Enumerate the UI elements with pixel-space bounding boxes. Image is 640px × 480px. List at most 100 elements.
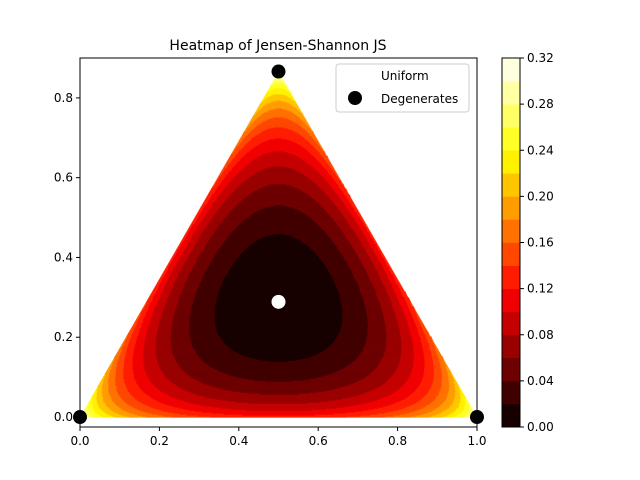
contour-cell [405,317,414,319]
contour-cell [236,257,320,260]
contour-cell [212,216,227,219]
contour-cell [344,186,345,189]
contour-cell [193,300,217,302]
contour-cell [464,407,471,409]
contour-cell [241,377,316,379]
contour-cell [367,329,387,331]
contour-cell [197,288,221,290]
contour-cell [189,319,215,321]
contour-cell [115,416,130,418]
contour-cell [411,372,425,374]
contour-cell [264,98,293,101]
contour-cell [216,198,227,201]
contour-cell [431,351,437,353]
contour-cell [222,219,245,222]
contour-cell [384,318,398,320]
contour-cell [185,246,195,249]
contour-cell [348,199,353,202]
contour-cell [159,297,168,299]
contour-cell [161,292,171,294]
contour-cell [394,371,412,373]
contour-cell [212,185,215,188]
contour-cell [231,152,239,155]
contour-cell [346,207,355,210]
contour-cell [201,210,208,213]
contour-cell [438,356,443,358]
contour-cell [381,397,407,399]
contour-cell [335,399,378,401]
contour-cell [239,201,319,204]
contour-cell [143,351,157,353]
contour-cell [395,281,400,283]
contour-cell [320,173,331,176]
contour-cell [420,399,436,401]
contour-cell [249,124,258,127]
contour-cell [346,416,386,418]
contour-cell [426,412,442,414]
contour-cell [360,259,372,262]
contour-cell [123,374,135,376]
contour-cell [446,395,456,397]
contour-cell [226,389,331,391]
contour-cell [132,332,139,334]
contour-cell [308,215,332,218]
contour-cell [131,333,139,335]
contour-cell [198,223,209,226]
contour-cell [235,153,246,156]
contour-cell [458,386,460,388]
contour-cell [381,254,384,257]
contour-cell [101,392,110,394]
contour-cell [409,412,428,414]
contour-cell [446,397,456,399]
contour-cell [382,282,392,284]
contour-cell [222,280,335,282]
contour-cell [352,227,361,230]
contour-cell [221,244,251,247]
contour-cell [196,292,219,294]
contour-cell [138,332,147,334]
contour-cell [167,269,174,272]
contour-cell [150,293,156,295]
contour-cell [143,318,151,320]
contour-cell [147,375,166,377]
contour-cell [120,395,133,397]
contour-cell [272,100,286,103]
contour-cell [105,402,115,404]
contour-cell [367,391,395,393]
contour-cell [383,257,386,260]
contour-cell [157,300,168,302]
contour-cell [107,382,117,384]
contour-cell [413,391,429,393]
contour-cell [232,151,234,154]
contour-cell [178,386,216,388]
contour-cell [266,128,292,131]
contour-cell [413,346,423,348]
contour-cell [342,308,367,310]
contour-cell [124,401,141,403]
contour-cell [384,317,397,319]
contour-cell [228,182,242,185]
contour-cell [196,214,200,217]
contour-cell [237,225,321,228]
contour-cell [177,275,189,278]
contour-cell [177,301,194,303]
contour-cell [194,297,218,299]
contour-cell [189,323,216,325]
contour-cell [378,299,392,301]
contour-cell [109,372,117,374]
contour-cell [419,383,433,385]
contour-cell [144,366,161,368]
contour-cell [323,165,331,168]
contour-cell [264,167,293,170]
contour-cell [343,256,360,259]
contour-cell [144,340,157,342]
contour-cell [369,277,381,280]
contour-cell [308,125,310,128]
contour-cell [401,341,413,343]
contour-cell [341,229,354,232]
contour-cell [242,181,315,184]
contour-cell [215,229,234,232]
contour-cell [179,242,183,245]
contour-cell [340,179,341,182]
contour-cell [95,390,98,392]
